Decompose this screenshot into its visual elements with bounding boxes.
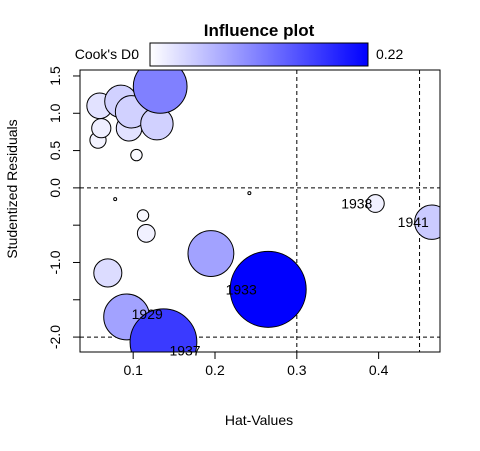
data-point [129, 308, 198, 352]
point-labels: 1933 1929 1937 1938 1941 [132, 196, 429, 359]
point-label: 1937 [169, 342, 200, 358]
y-tick-label: 0.0 [47, 178, 63, 198]
x-tick-label: 0.4 [369, 362, 389, 378]
legend-label: Cook's D: [75, 46, 135, 62]
data-point [130, 148, 143, 162]
legend-min-label: 0 [131, 46, 139, 62]
x-tick-label: 0.2 [205, 362, 225, 378]
y-axis-label: Studentized Residuals [4, 119, 20, 258]
data-point [187, 230, 235, 277]
point-label: 1933 [226, 281, 257, 297]
y-tick-label: -2.0 [47, 325, 63, 349]
y-tick-label: 1.5 [47, 66, 63, 86]
legend-color-bar [149, 42, 369, 67]
data-point [365, 194, 385, 213]
plot-area [80, 70, 440, 352]
cooks-d-legend: Cook's D: 0 0.22 [75, 42, 403, 67]
y-tick-label: 1.0 [47, 103, 63, 123]
chart-title: Influence plot [204, 21, 315, 40]
data-point [132, 70, 188, 114]
data-point [113, 197, 118, 202]
y-tick-label: -1.0 [47, 250, 63, 274]
data-point [247, 191, 252, 196]
data-point [93, 258, 123, 288]
legend-max-label: 0.22 [376, 46, 403, 62]
point-label: 1941 [398, 214, 429, 230]
data-point [229, 250, 307, 328]
x-tick-label: 0.1 [123, 362, 143, 378]
point-label: 1938 [341, 196, 372, 212]
x-axis-label: Hat-Values [225, 412, 293, 428]
data-point [136, 209, 150, 222]
y-tick-label: 0.5 [47, 141, 63, 161]
plot-frame [79, 69, 441, 353]
axes: 0.1 0.2 0.3 0.4 -2.0 -1.0 0.0 0.5 1.0 1.5 [47, 66, 441, 378]
x-tick-label: 0.3 [287, 362, 307, 378]
point-label: 1929 [132, 306, 163, 322]
data-point [414, 204, 440, 240]
data-point [91, 118, 112, 139]
data-point [136, 224, 156, 243]
